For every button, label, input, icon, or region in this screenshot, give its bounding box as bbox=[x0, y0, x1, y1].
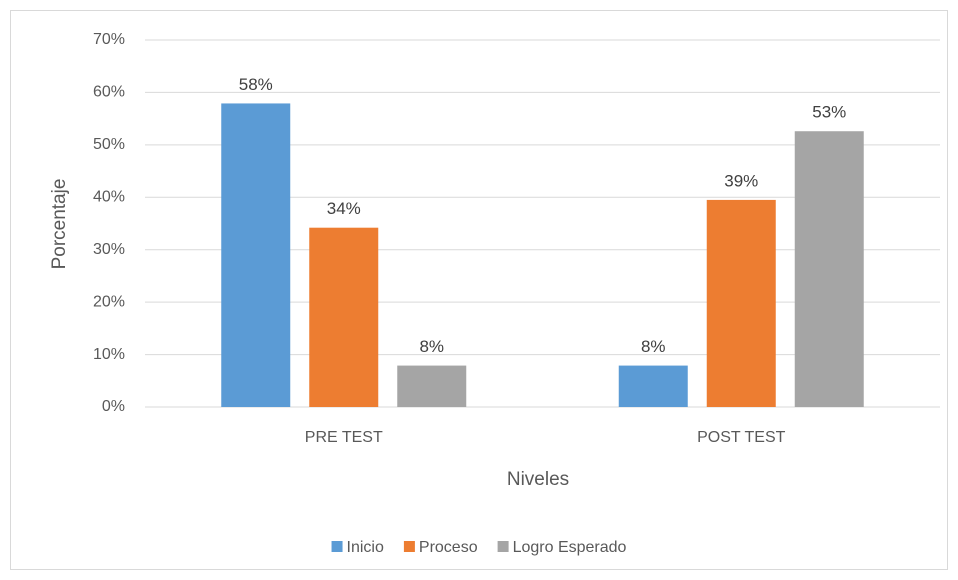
y-tick-label: 10% bbox=[93, 346, 125, 363]
legend-label: Proceso bbox=[419, 539, 478, 556]
bar bbox=[221, 103, 291, 407]
legend-swatch bbox=[497, 541, 509, 552]
x-tick-label: POST TEST bbox=[697, 429, 786, 446]
y-tick-label: 40% bbox=[93, 189, 125, 206]
data-label: 39% bbox=[724, 171, 758, 190]
x-axis-label: Niveles bbox=[507, 469, 569, 490]
data-label: 8% bbox=[641, 337, 666, 356]
data-label: 58% bbox=[239, 75, 273, 94]
data-label: 8% bbox=[419, 337, 444, 356]
y-tick-label: 20% bbox=[93, 293, 125, 310]
legend-swatch bbox=[403, 541, 415, 552]
bar bbox=[706, 199, 776, 407]
chart-border bbox=[10, 10, 948, 570]
legend-swatch bbox=[331, 541, 343, 552]
y-axis-label: Porcentaje bbox=[49, 179, 70, 270]
x-tick-label: PRE TEST bbox=[305, 429, 383, 446]
y-tick-label: 30% bbox=[93, 241, 125, 258]
legend-label: Logro Esperado bbox=[513, 539, 627, 556]
bar bbox=[794, 131, 864, 407]
bar bbox=[309, 227, 379, 407]
y-tick-label: 60% bbox=[93, 84, 125, 101]
data-label: 34% bbox=[327, 199, 361, 218]
bar bbox=[618, 365, 688, 407]
y-tick-label: 0% bbox=[102, 398, 125, 415]
bar bbox=[397, 365, 467, 407]
y-tick-label: 50% bbox=[93, 136, 125, 153]
y-tick-label: 70% bbox=[93, 31, 125, 48]
legend-label: Inicio bbox=[347, 539, 384, 556]
data-label: 53% bbox=[812, 103, 846, 122]
